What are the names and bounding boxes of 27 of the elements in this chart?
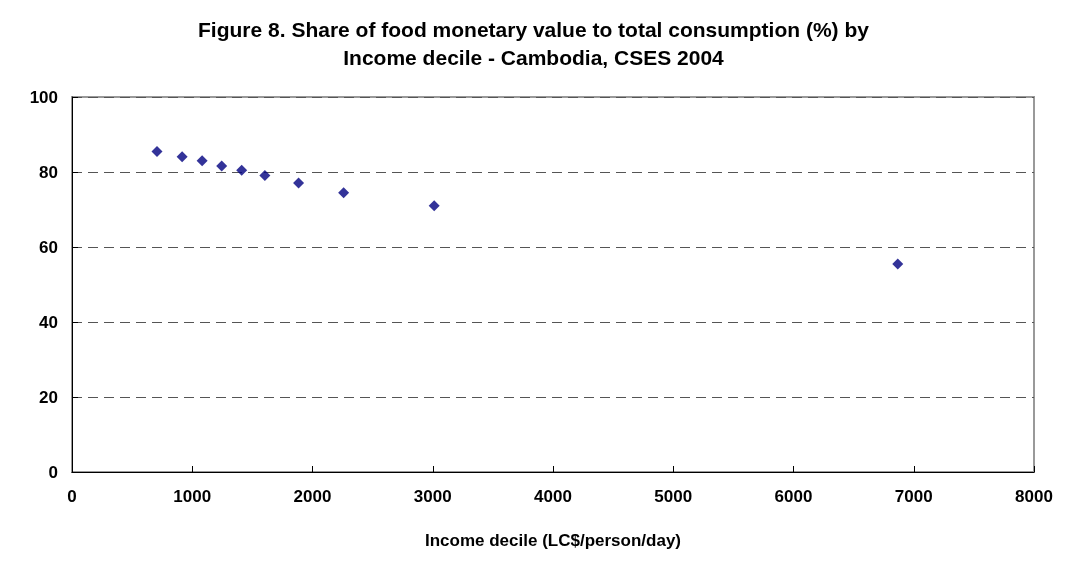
x-tick-label: 1000 — [173, 487, 212, 506]
y-tick-label: 80 — [39, 162, 58, 182]
x-tick-label: 0 — [67, 487, 77, 506]
point — [892, 258, 904, 270]
chart-title: Figure 8. Share of food monetary value to total consumption (%) by Income decile - Cambodia, CSES 2004 — [198, 17, 870, 69]
x-tick-label: 2000 — [293, 487, 332, 506]
x-tick-label: 7000 — [894, 487, 933, 506]
y-tick-label: 100 — [29, 87, 58, 107]
x-tick-label: 8000 — [1015, 487, 1053, 506]
x-tick-label: 3000 — [413, 487, 452, 506]
x-axis-title: Income decile (LC$/person/day) — [424, 531, 682, 550]
point — [293, 177, 305, 189]
point — [196, 155, 208, 167]
y-tick-label: 20 — [39, 387, 58, 407]
x-tick-label: 5000 — [654, 487, 693, 506]
y-tick-label: 0 — [48, 462, 58, 482]
x-tick-label: 6000 — [774, 487, 813, 506]
point — [216, 160, 228, 172]
point — [151, 145, 163, 157]
point — [259, 169, 271, 181]
point — [338, 187, 350, 199]
x-tick-label: 4000 — [534, 487, 572, 506]
y-tick-label: 60 — [39, 237, 58, 257]
y-tick-label: 40 — [39, 312, 58, 332]
point — [428, 200, 440, 212]
point — [176, 151, 188, 163]
point — [236, 164, 248, 176]
